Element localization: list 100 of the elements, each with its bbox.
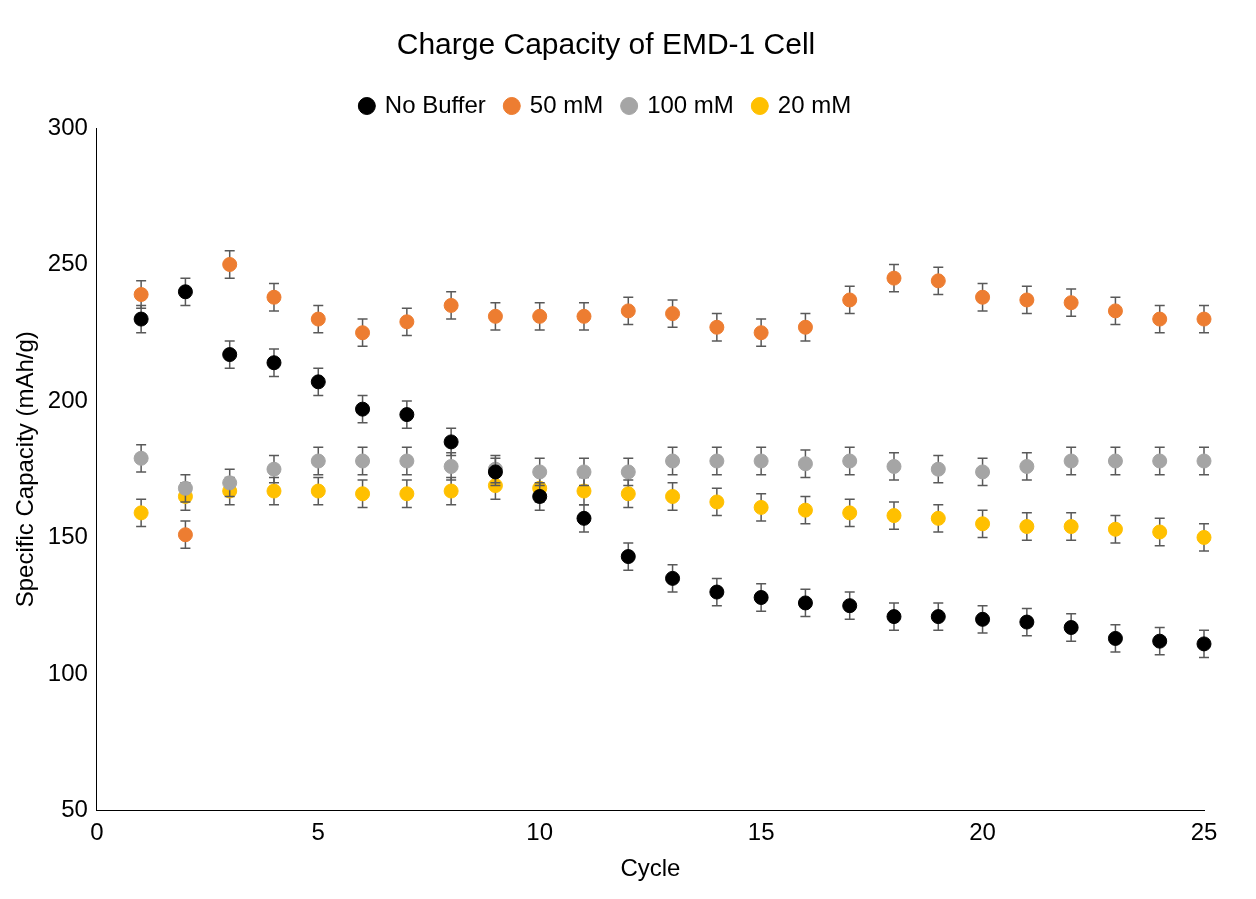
- point: [266, 289, 282, 305]
- point: [177, 527, 193, 543]
- point: [1107, 303, 1123, 319]
- point: [576, 483, 592, 499]
- point: [266, 355, 282, 371]
- legend-label: No Buffer: [384, 90, 486, 118]
- point: [886, 508, 902, 524]
- point: [975, 464, 991, 480]
- point: [753, 453, 769, 469]
- point: [886, 270, 902, 286]
- y-tick-label: 50: [61, 795, 88, 823]
- point: [1152, 633, 1168, 649]
- point: [443, 458, 459, 474]
- point: [532, 464, 548, 480]
- point: [842, 453, 858, 469]
- x-tick-label: 25: [1190, 818, 1218, 846]
- point: [1152, 311, 1168, 327]
- point: [222, 475, 238, 491]
- point: [355, 401, 371, 417]
- chart-title: Charge Capacity of EMD-1 Cell: [396, 27, 816, 61]
- point: [177, 284, 193, 300]
- point: [665, 570, 681, 586]
- point: [1196, 636, 1212, 652]
- point: [797, 319, 813, 335]
- point: [1019, 292, 1035, 308]
- point: [133, 287, 149, 303]
- point: [842, 505, 858, 521]
- point: [133, 311, 149, 327]
- point: [355, 486, 371, 502]
- point: [399, 453, 415, 469]
- point: [665, 306, 681, 322]
- point: [797, 456, 813, 472]
- point: [177, 480, 193, 496]
- point: [443, 297, 459, 313]
- y-tick-label: 250: [47, 249, 88, 277]
- point: [310, 374, 326, 390]
- point: [1107, 521, 1123, 537]
- y-tick-label: 100: [47, 658, 88, 686]
- legend-label: 100 mM: [647, 90, 734, 118]
- point: [620, 303, 636, 319]
- point: [266, 483, 282, 499]
- point: [797, 595, 813, 611]
- point: [310, 453, 326, 469]
- point: [1019, 519, 1035, 535]
- y-tick-label: 200: [47, 385, 88, 413]
- point: [1019, 614, 1035, 630]
- point: [133, 450, 149, 466]
- point: [266, 461, 282, 477]
- point: [399, 314, 415, 330]
- point: [1063, 453, 1079, 469]
- point: [1019, 458, 1035, 474]
- point: [576, 464, 592, 480]
- point: [753, 499, 769, 515]
- point: [930, 461, 946, 477]
- x-tick-label: 10: [526, 818, 554, 846]
- point: [133, 505, 149, 521]
- point: [665, 453, 681, 469]
- point: [1107, 630, 1123, 646]
- point: [1196, 311, 1212, 327]
- point: [620, 464, 636, 480]
- point: [842, 292, 858, 308]
- point: [975, 611, 991, 627]
- y-tick-label: 300: [47, 112, 88, 140]
- point: [753, 325, 769, 341]
- point: [1063, 620, 1079, 636]
- point: [1196, 529, 1212, 545]
- point: [222, 256, 238, 272]
- point: [1063, 295, 1079, 311]
- point: [1107, 453, 1123, 469]
- point: [576, 308, 592, 324]
- point: [709, 584, 725, 600]
- point: [709, 319, 725, 335]
- point: [975, 289, 991, 305]
- point: [930, 273, 946, 289]
- point: [1063, 519, 1079, 535]
- x-tick-label: 5: [311, 818, 325, 846]
- point: [842, 598, 858, 614]
- point: [1196, 453, 1212, 469]
- point: [709, 453, 725, 469]
- point: [487, 308, 503, 324]
- point: [532, 489, 548, 504]
- point: [576, 510, 592, 526]
- point: [753, 589, 769, 605]
- point: [886, 609, 902, 625]
- y-axis-title: Specific Capacity (mAh/g): [11, 331, 39, 608]
- point: [443, 483, 459, 499]
- x-tick-label: 20: [969, 818, 996, 846]
- x-axis-title: Cycle: [620, 854, 681, 882]
- point: [355, 453, 371, 469]
- legend-label: 50 mM: [529, 90, 604, 118]
- point: [1152, 524, 1168, 540]
- point: [222, 347, 238, 363]
- y-tick-label: 150: [47, 522, 88, 550]
- point: [930, 510, 946, 526]
- point: [532, 308, 548, 324]
- point: [355, 325, 371, 341]
- point: [399, 486, 415, 502]
- point: [886, 458, 902, 474]
- point: [310, 311, 326, 327]
- point: [1152, 453, 1168, 469]
